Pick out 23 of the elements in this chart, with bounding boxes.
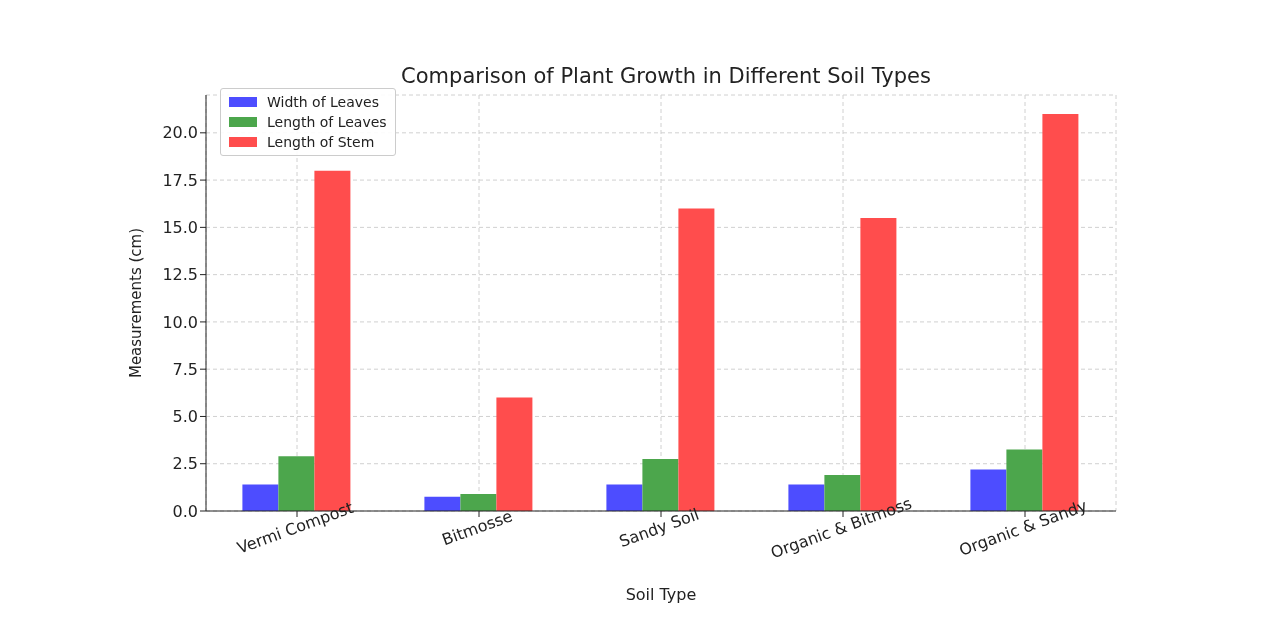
y-tick-label: 5.0 <box>172 407 198 427</box>
bar <box>788 484 825 511</box>
bar <box>460 493 497 511</box>
y-tick-label: 10.0 <box>162 312 198 332</box>
legend-label: Length of Leaves <box>267 113 387 132</box>
chart-title: Comparison of Plant Growth in Different Soil Types <box>400 64 932 88</box>
y-tick-label: 20.0 <box>162 123 198 143</box>
legend-label: Width of Leaves <box>267 93 380 112</box>
bar <box>606 484 643 511</box>
bar <box>970 469 1007 511</box>
bar <box>496 397 533 511</box>
x-axis-title: Soil Type <box>625 585 697 604</box>
y-tick-label: 0.0 <box>172 501 198 521</box>
y-tick-label: 7.5 <box>172 359 198 379</box>
bar <box>242 484 279 511</box>
legend-label: Length of Stem <box>267 133 375 152</box>
y-tick-label: 17.5 <box>162 170 198 190</box>
y-axis-title: Measurements (cm) <box>127 227 146 379</box>
x-tick-label: Sandy Soil <box>616 504 702 552</box>
bar <box>424 496 461 511</box>
y-tick-label: 12.5 <box>162 265 198 285</box>
y-tick-label: 15.0 <box>162 218 198 238</box>
y-tick-label: 2.5 <box>172 454 198 474</box>
